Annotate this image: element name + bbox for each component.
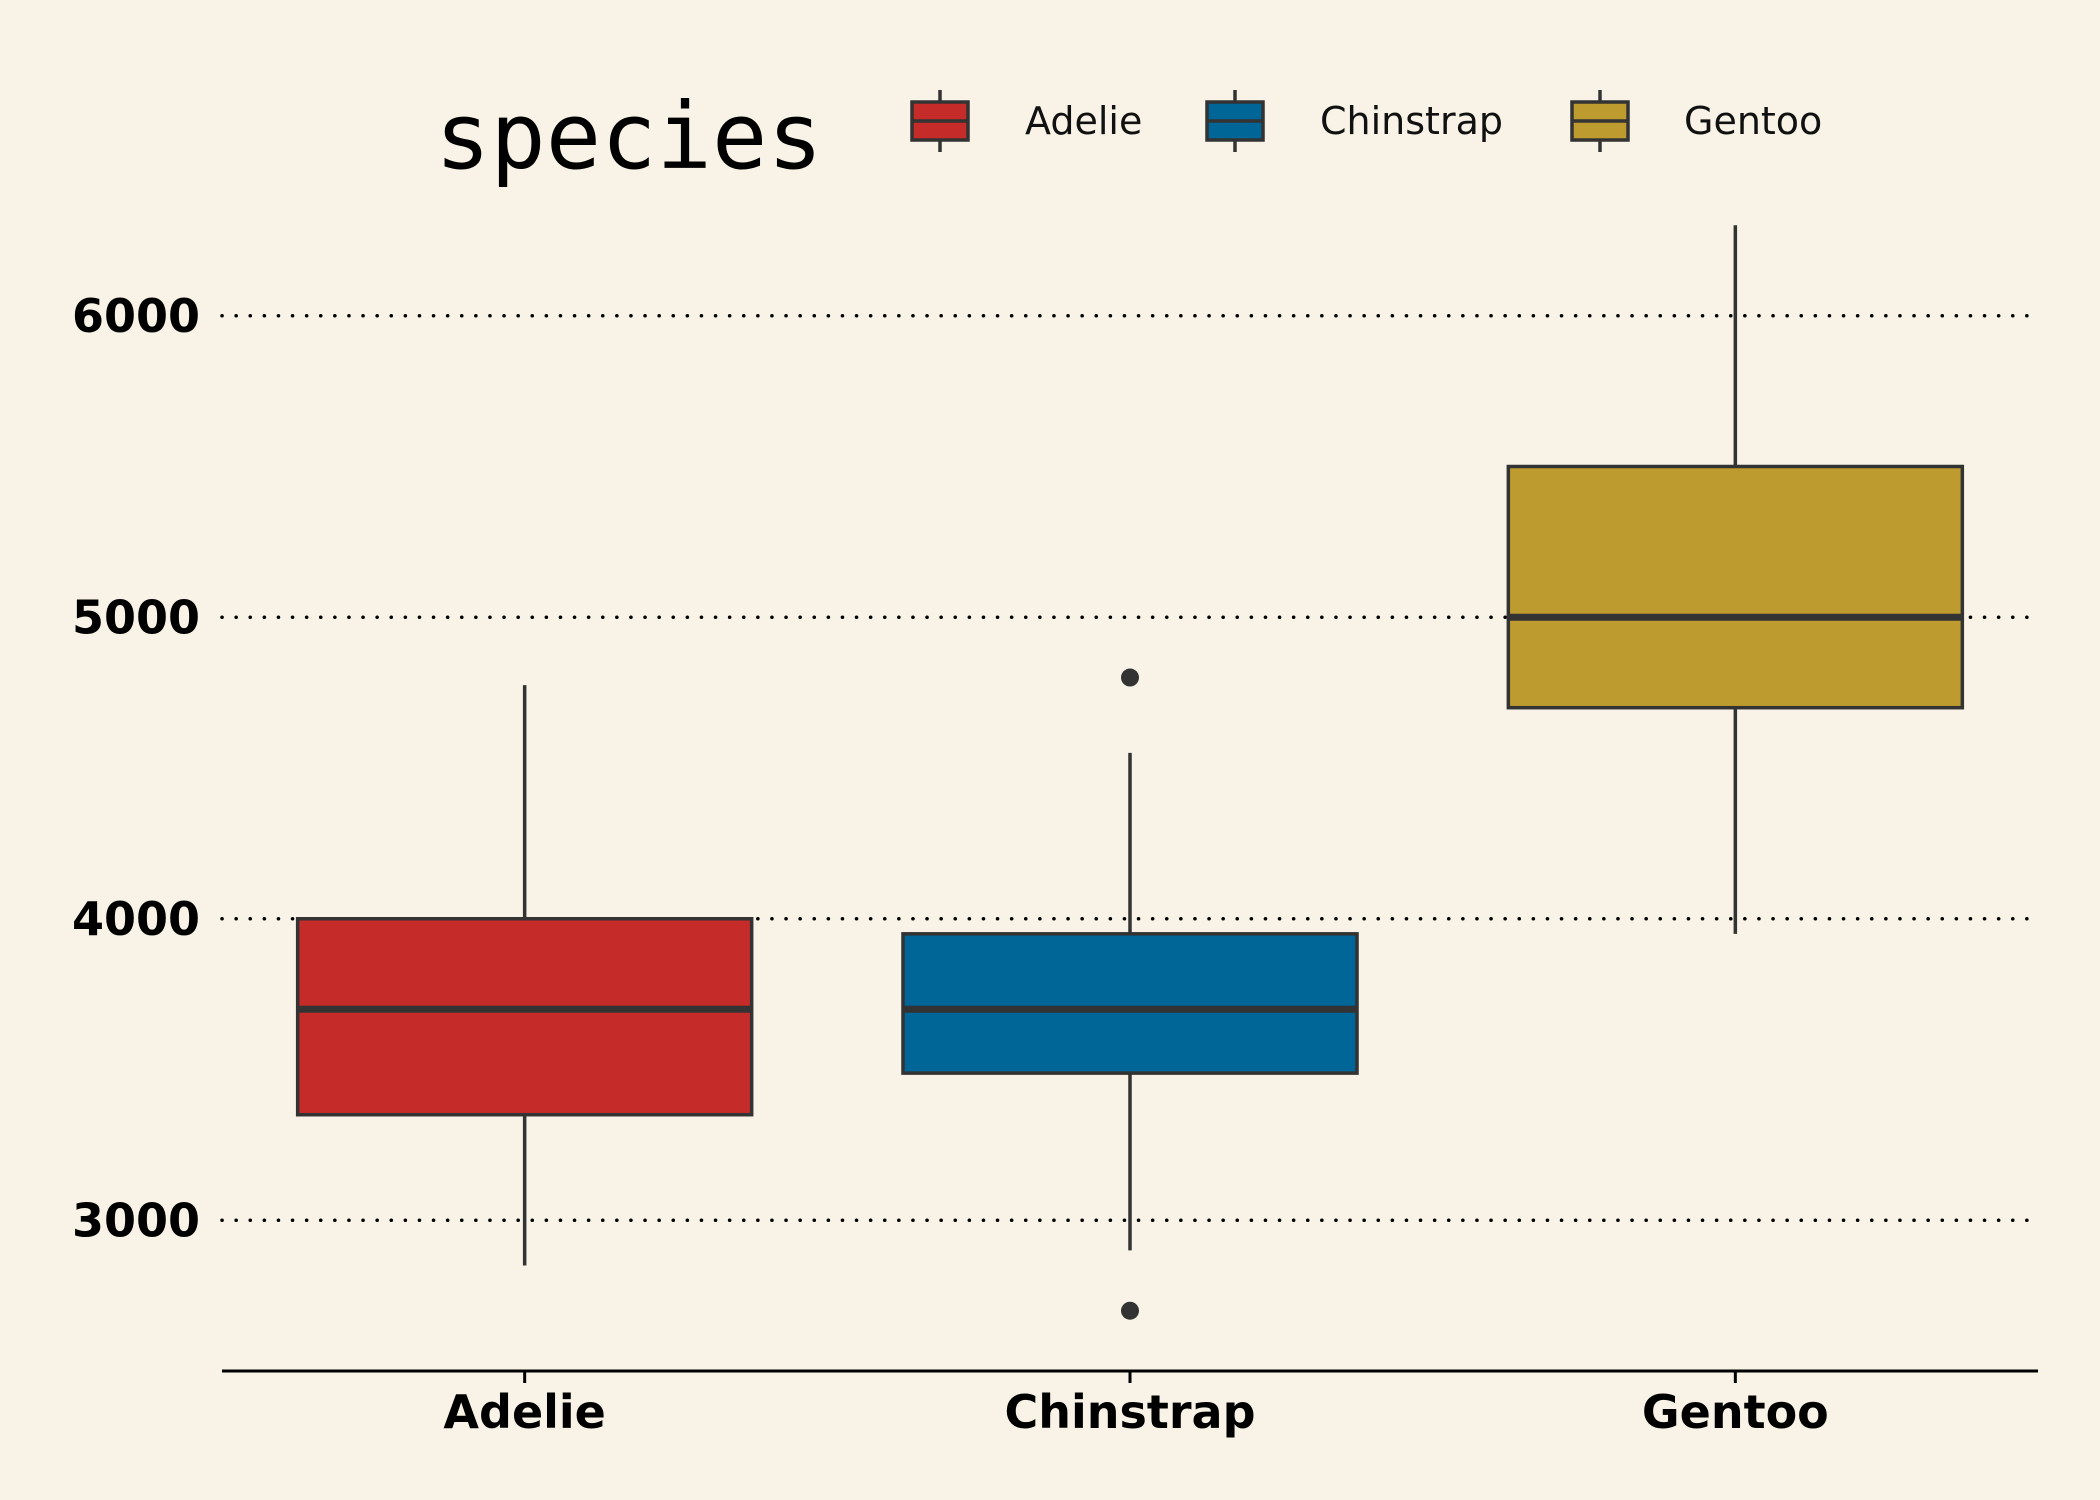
y-tick-label: 4000 (72, 892, 200, 946)
box-gentoo (1506, 225, 1965, 934)
outlier-point (1121, 1301, 1139, 1320)
boxes (295, 225, 1965, 1320)
y-tick-label: 6000 (72, 289, 200, 343)
iqr-box (295, 917, 754, 1117)
box-adelie (295, 685, 754, 1266)
x-tick-label: Gentoo (1642, 1385, 1829, 1439)
legend-label: Chinstrap (1320, 99, 1503, 143)
iqr-box (1506, 464, 1965, 710)
legend-entry-gentoo: Gentoo (1570, 90, 1822, 152)
box-chinstrap (901, 668, 1359, 1320)
x-tick-labels: Adelie Chinstrap Gentoo (443, 1371, 1829, 1439)
outlier-point (1121, 668, 1139, 687)
legend-label: Adelie (1025, 99, 1142, 143)
iqr-box (901, 932, 1359, 1075)
legend-title: species (435, 83, 823, 190)
legend: species Adelie Chinstrap Gentoo (435, 83, 1822, 190)
x-tick-label: Chinstrap (1004, 1385, 1255, 1439)
x-tick-label: Adelie (443, 1385, 605, 1439)
y-tick-label: 3000 (72, 1193, 200, 1247)
legend-entry-chinstrap: Chinstrap (1205, 90, 1503, 152)
y-tick-label: 5000 (72, 590, 200, 644)
legend-entry-adelie: Adelie (910, 90, 1142, 152)
legend-label: Gentoo (1684, 99, 1822, 143)
y-tick-labels: 3000 4000 5000 6000 (72, 289, 200, 1248)
